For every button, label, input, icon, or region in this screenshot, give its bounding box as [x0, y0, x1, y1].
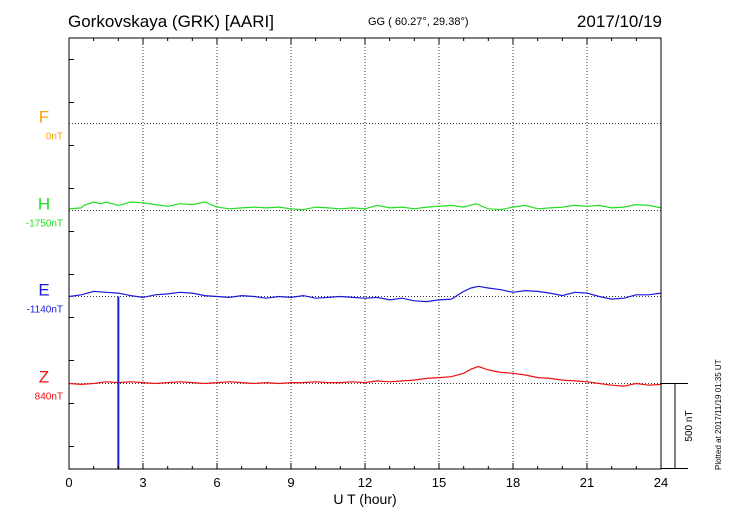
series-baseline-f: 0nT: [46, 132, 63, 143]
scale-bar-label: 500 nT: [684, 410, 695, 441]
station-coordinates: GG ( 60.27°, 29.38°): [368, 16, 469, 28]
series-layer: [68, 201, 662, 469]
x-axis-title: U T (hour): [333, 491, 396, 507]
series-line-z: [68, 365, 662, 387]
x-tick-label: 6: [213, 475, 220, 490]
station-title: Gorkovskaya (GRK) [AARI]: [68, 12, 274, 31]
series-name-f: F: [39, 108, 49, 127]
x-tick-label: 15: [432, 475, 446, 490]
axis-layer: [68, 37, 688, 470]
series-name-z: Z: [39, 368, 49, 387]
grid-layer: [69, 38, 661, 469]
x-tick-label: 12: [358, 475, 372, 490]
x-tick-label: 24: [654, 475, 668, 490]
x-tick-label: 18: [506, 475, 520, 490]
x-tick-label: 3: [139, 475, 146, 490]
series-line-h: [68, 201, 662, 211]
series-name-e: E: [38, 281, 49, 300]
series-name-h: H: [38, 195, 50, 214]
series-baseline-e: -1140nT: [26, 305, 63, 316]
series-baseline-h: -1750nT: [26, 219, 63, 230]
x-tick-label: 9: [287, 475, 294, 490]
series-baseline-z: 840nT: [35, 392, 63, 403]
x-tick-label: 0: [65, 475, 72, 490]
x-tick-label: 21: [580, 475, 594, 490]
plotted-timestamp: Plotted at 2017/11/19 01:35 UT: [714, 359, 723, 470]
series-line-e: [68, 285, 662, 303]
label-layer: 0 3 6 9 12 15 18 21 24 U T (hour) F 0nT H -1750nT E -11…: [26, 108, 695, 508]
plot-date: 2017/10/19: [576, 12, 662, 31]
